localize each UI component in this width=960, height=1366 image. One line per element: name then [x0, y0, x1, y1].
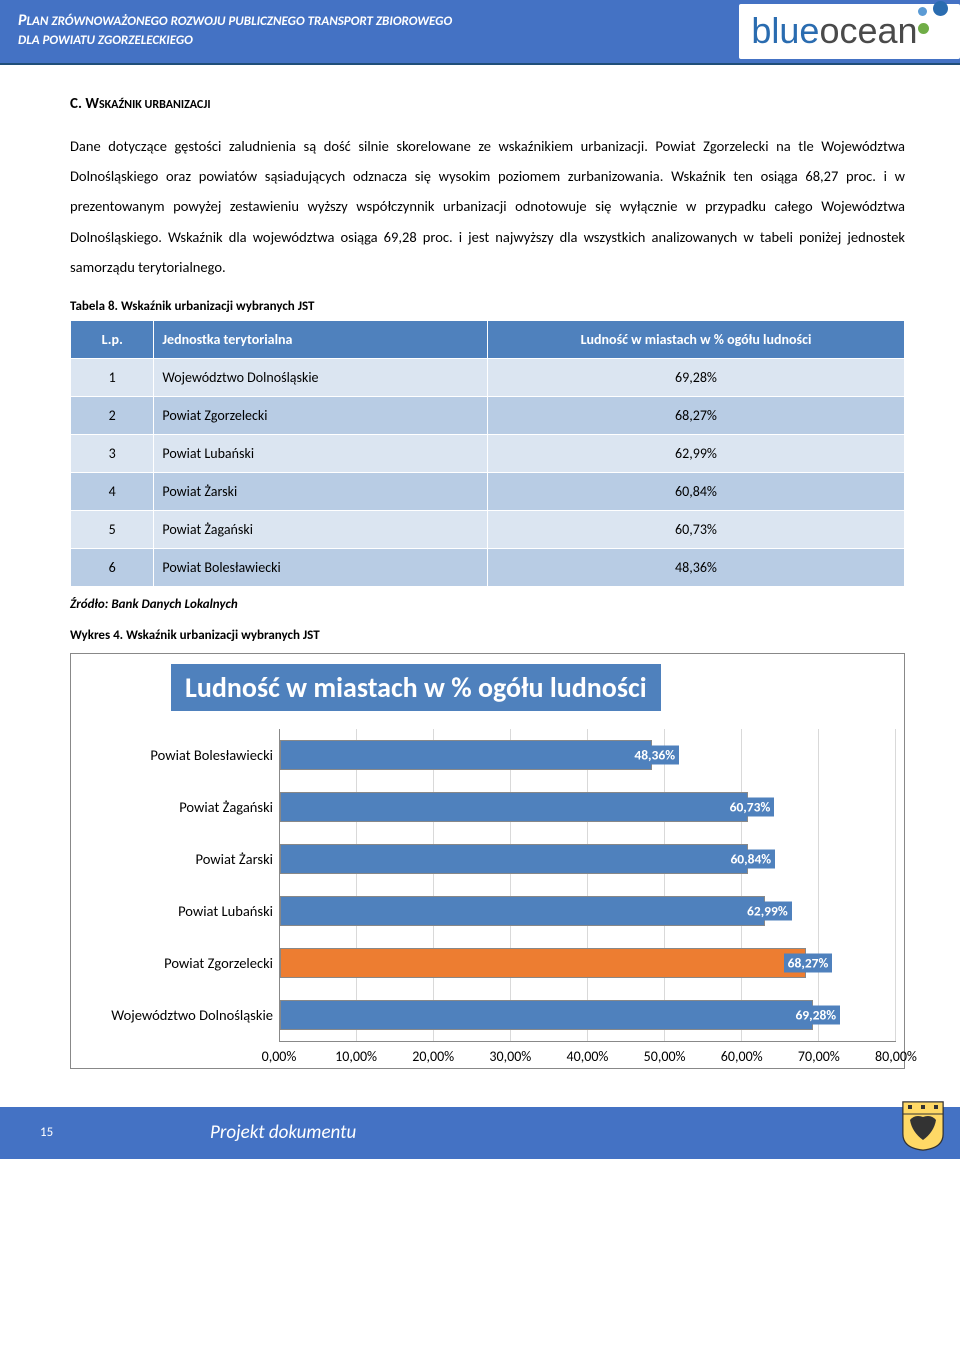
chart-bar-track: 68,27% [279, 937, 896, 989]
page-header: PLAN ZRÓWNOWAŻONEGO ROZWOJU PUBLICZNEGO … [0, 0, 960, 65]
table-row: 6Powiat Bolesławiecki48,36% [71, 548, 905, 586]
chart-bar-label: 60,73% [726, 797, 775, 816]
table-cell-name: Powiat Bolesławiecki [154, 548, 488, 586]
section-paragraph: Dane dotyczące gęstości zaludnienia są d… [70, 131, 905, 283]
table-cell-value: 60,84% [487, 472, 904, 510]
logo-dots [916, 1, 948, 39]
header-title: PLAN ZRÓWNOWAŻONEGO ROZWOJU PUBLICZNEGO … [18, 10, 452, 51]
table-cell-lp: 2 [71, 396, 154, 434]
chart-bar-track: 48,36% [279, 729, 896, 781]
chart-row: Województwo Dolnośląskie 69,28% [89, 989, 896, 1041]
chart-bar-track: 60,73% [279, 781, 896, 833]
chart-y-label: Powiat Bolesławiecki [89, 746, 279, 764]
table-row: 1Województwo Dolnośląskie69,28% [71, 358, 905, 396]
page-number: 15 [40, 1125, 90, 1140]
table-cell-lp: 1 [71, 358, 154, 396]
table-cell-lp: 3 [71, 434, 154, 472]
logo-blueocean: blueocean [739, 4, 960, 59]
chart-bar [280, 896, 765, 926]
header-line2: DLA POWIATU ZGORZELECKIEGO [18, 33, 193, 48]
table-cell-lp: 5 [71, 510, 154, 548]
chart-bar-label: 48,36% [630, 745, 679, 764]
table-cell-name: Powiat Lubański [154, 434, 488, 472]
chart-bar-label: 60,84% [726, 849, 775, 868]
urbanization-table: L.p. Jednostka terytorialna Ludność w mi… [70, 320, 905, 587]
logo-text-grey: ocean [819, 10, 917, 52]
chart-bar-track: 69,28% [279, 989, 896, 1041]
table-cell-value: 69,28% [487, 358, 904, 396]
table-source: Źródło: Bank Danych Lokalnych [70, 597, 905, 612]
chart-y-label: Województwo Dolnośląskie [89, 1006, 279, 1024]
table-cell-value: 62,99% [487, 434, 904, 472]
footer-crest-icon [900, 1100, 946, 1157]
table-header-value: Ludność w miastach w % ogółu ludności [487, 320, 904, 358]
table-cell-value: 48,36% [487, 548, 904, 586]
footer-title: Projekt dokumentu [210, 1121, 356, 1144]
table-cell-lp: 4 [71, 472, 154, 510]
chart-row: Powiat Żarski 60,84% [89, 833, 896, 885]
chart-bar [280, 844, 748, 874]
table-cell-name: Powiat Żagański [154, 510, 488, 548]
table-cell-name: Powiat Zgorzelecki [154, 396, 488, 434]
chart-bar-track: 62,99% [279, 885, 896, 937]
chart-y-label: Powiat Żarski [89, 850, 279, 868]
chart-plot-area: Powiat Bolesławiecki 48,36% Powiat Żagańsk… [89, 729, 896, 1041]
page-footer: 15 Projekt dokumentu [0, 1107, 960, 1159]
chart-bar-label: 69,28% [791, 1005, 840, 1024]
table-header-lp: L.p. [71, 320, 154, 358]
header-line1-initial: P [18, 11, 27, 30]
table-cell-name: Województwo Dolnośląskie [154, 358, 488, 396]
chart-y-label: Powiat Żagański [89, 798, 279, 816]
chart-title: Ludność w miastach w % ogółu ludności [171, 664, 661, 711]
table-caption: Tabela 8. Wskaźnik urbanizacji wybranych… [70, 299, 905, 314]
urbanization-chart: Ludność w miastach w % ogółu ludności Po… [70, 653, 905, 1069]
chart-caption: Wykres 4. Wskaźnik urbanizacji wybranych… [70, 628, 905, 643]
chart-bar [280, 1000, 813, 1030]
chart-bar [280, 740, 652, 770]
section-heading-prefix: C. [70, 95, 85, 113]
table-row: 3Powiat Lubański62,99% [71, 434, 905, 472]
table-cell-value: 60,73% [487, 510, 904, 548]
chart-y-label: Powiat Zgorzelecki [89, 954, 279, 972]
chart-bar [280, 948, 806, 978]
section-heading-letter: W [85, 95, 99, 113]
chart-x-axis: 0,00%10,00%20,00%30,00%40,00%50,00%60,00… [279, 1041, 896, 1048]
chart-row: Powiat Zgorzelecki 68,27% [89, 937, 896, 989]
logo-text-blue: blue [751, 10, 819, 52]
table-cell-name: Powiat Żarski [154, 472, 488, 510]
logo-dot-1 [918, 7, 927, 16]
chart-bar-label: 68,27% [784, 953, 833, 972]
chart-row: Powiat Żagański 60,73% [89, 781, 896, 833]
table-row: 5Powiat Żagański60,73% [71, 510, 905, 548]
table-header-name: Jednostka terytorialna [154, 320, 488, 358]
page-content: C. WSKAŹNIK URBANIZACJI Dane dotyczące g… [0, 65, 960, 1079]
section-heading-rest: SKAŹNIK URBANIZACJI [99, 98, 211, 112]
logo-dot-2 [933, 1, 948, 16]
chart-row: Powiat Bolesławiecki 48,36% [89, 729, 896, 781]
header-line1-rest: LAN ZRÓWNOWAŻONEGO ROZWOJU PUBLICZNEGO T… [27, 14, 453, 29]
chart-y-label: Powiat Lubański [89, 902, 279, 920]
logo-dot-3 [918, 23, 929, 34]
chart-row: Powiat Lubański 62,99% [89, 885, 896, 937]
chart-bar [280, 792, 748, 822]
chart-bar-track: 60,84% [279, 833, 896, 885]
table-cell-lp: 6 [71, 548, 154, 586]
chart-bar-label: 62,99% [743, 901, 792, 920]
section-heading: C. WSKAŹNIK URBANIZACJI [70, 95, 905, 113]
table-row: 4Powiat Żarski60,84% [71, 472, 905, 510]
table-cell-value: 68,27% [487, 396, 904, 434]
table-row: 2Powiat Zgorzelecki68,27% [71, 396, 905, 434]
